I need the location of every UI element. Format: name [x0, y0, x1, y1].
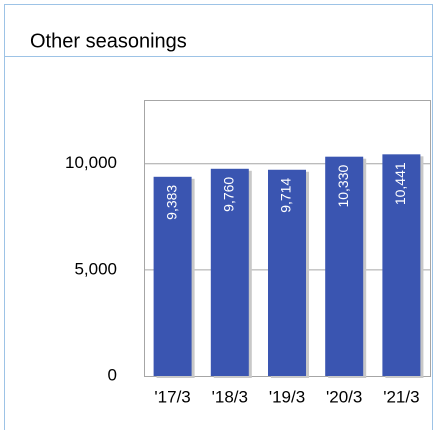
- x-tick-label: '21/3: [383, 387, 419, 406]
- chart-title: Other seasonings: [30, 30, 187, 52]
- y-tick-label: 0: [108, 365, 117, 384]
- y-tick-label: 5,000: [74, 259, 117, 278]
- x-tick-label: '17/3: [154, 387, 190, 406]
- bar: [268, 169, 306, 376]
- x-tick-label: '20/3: [326, 387, 362, 406]
- y-tick-label: 10,000: [65, 153, 117, 172]
- value-label: 9,760: [221, 177, 237, 212]
- bar: [210, 168, 249, 376]
- value-label: 9,383: [163, 185, 179, 220]
- bar: [325, 156, 364, 376]
- value-label: 9,714: [278, 178, 294, 213]
- value-label: 10,330: [335, 164, 351, 207]
- bar: [153, 176, 192, 376]
- value-label: 10,441: [392, 162, 408, 205]
- x-tick-label: '18/3: [212, 387, 248, 406]
- bar: [382, 154, 421, 376]
- x-tick-label: '19/3: [269, 387, 305, 406]
